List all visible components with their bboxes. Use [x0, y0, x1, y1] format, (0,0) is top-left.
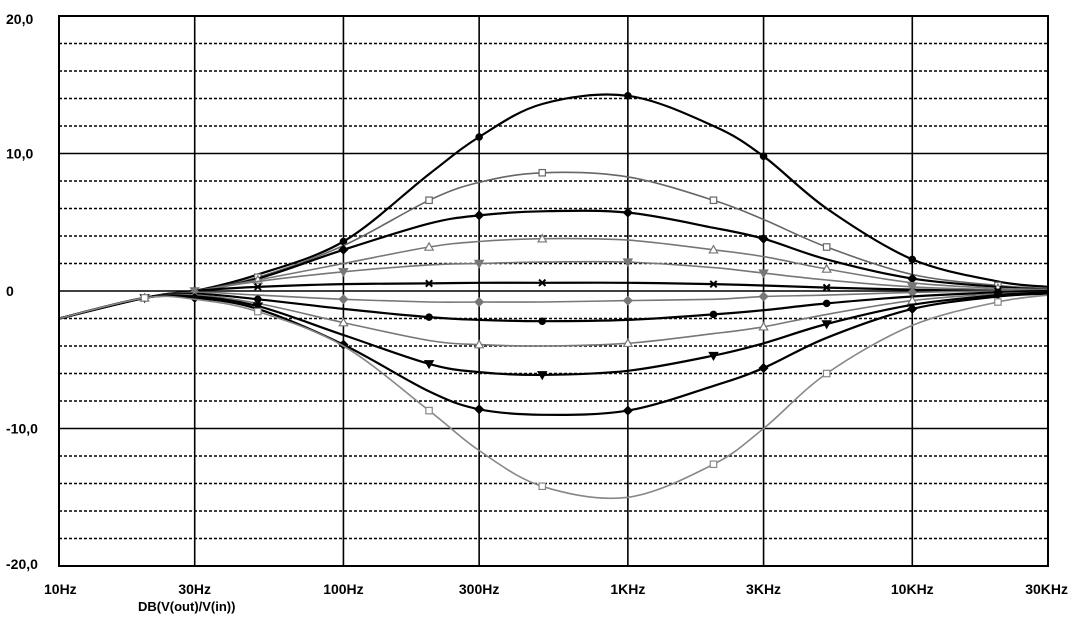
series-line: [58, 294, 1049, 500]
series-line: [58, 291, 1049, 347]
data-point: [624, 91, 632, 100]
data-point: [908, 255, 917, 264]
data-point: [709, 280, 718, 289]
data-point: [708, 244, 719, 254]
series-line: [58, 93, 1049, 320]
y-tick-label: -20,0: [6, 556, 38, 572]
data-point: [425, 196, 433, 205]
x-tick-label: 100Hz: [323, 581, 363, 597]
data-point: [538, 278, 547, 287]
x-tick-label: 30Hz: [178, 581, 211, 597]
y-tick-label: 0: [6, 283, 14, 299]
data-point: [339, 237, 348, 246]
data-point: [538, 482, 547, 491]
data-point: [758, 269, 769, 279]
data-point: [423, 241, 435, 251]
data-point: [822, 283, 831, 292]
x-tick-label: 10KHz: [891, 581, 934, 597]
data-point: [474, 404, 485, 415]
data-point: [254, 295, 262, 304]
data-point: [708, 351, 719, 362]
data-point: [338, 317, 349, 327]
data-point: [338, 294, 349, 305]
series-trace: [58, 294, 1049, 500]
y-tick-label: 20,0: [6, 11, 33, 27]
x-tick-label: 30KHz: [1025, 581, 1068, 597]
trace-label: DB(V(out)/V(in)): [138, 599, 235, 614]
data-point: [758, 233, 769, 244]
data-point: [140, 294, 149, 302]
data-point: [758, 321, 769, 331]
data-point: [338, 267, 349, 278]
data-point: [822, 299, 831, 308]
series-trace: [58, 288, 1049, 326]
data-point: [475, 133, 483, 141]
data-point: [252, 302, 264, 312]
x-tick-label: 300Hz: [459, 581, 499, 597]
data-point: [821, 263, 832, 273]
data-point: [537, 233, 548, 243]
data-point: [254, 307, 262, 316]
y-tick-label: 10,0: [6, 146, 33, 162]
series-line: [58, 260, 1049, 320]
y-tick-label: -10,0: [6, 421, 38, 437]
data-point: [622, 337, 634, 348]
data-point: [709, 460, 718, 469]
data-point: [758, 291, 769, 302]
series-line: [58, 292, 1049, 417]
data-point: [821, 320, 832, 330]
data-point: [822, 369, 831, 378]
data-point: [474, 210, 485, 221]
data-point: [537, 371, 548, 381]
x-tick-label: 10Hz: [44, 581, 77, 597]
data-point: [425, 279, 433, 288]
data-point: [822, 243, 831, 251]
data-point: [709, 196, 718, 205]
data-point: [622, 258, 634, 268]
data-point: [538, 168, 547, 177]
data-point: [423, 360, 435, 370]
data-point: [622, 295, 633, 306]
label-layer: 10Hz 30Hz 100Hz 300Hz 1KHz 3KHz 10KHz 30KHz 20,0…: [6, 11, 1068, 597]
data-point: [907, 303, 918, 314]
series-trace: [58, 291, 1049, 381]
data-point: [622, 207, 633, 218]
data-point: [538, 317, 547, 326]
trace-layer: [58, 91, 1049, 500]
data-point: [473, 259, 485, 269]
data-point: [338, 244, 349, 255]
data-point: [622, 405, 633, 416]
plot-frame: [58, 15, 1049, 567]
data-point: [425, 313, 433, 321]
series-trace: [58, 292, 1049, 417]
data-point: [709, 310, 718, 319]
data-point: [253, 282, 262, 291]
x-tick-label: 1KHz: [610, 581, 645, 597]
x-tick-label: 3KHz: [746, 581, 781, 597]
data-point: [425, 406, 433, 415]
series-line: [58, 291, 1049, 377]
data-point: [758, 362, 769, 374]
data-point: [759, 152, 768, 161]
series-trace: [58, 287, 1049, 320]
data-point: [474, 296, 485, 308]
data-point: [994, 298, 1002, 306]
series-line: [58, 290, 1049, 320]
series-trace: [58, 91, 1049, 320]
data-point: [473, 339, 485, 349]
